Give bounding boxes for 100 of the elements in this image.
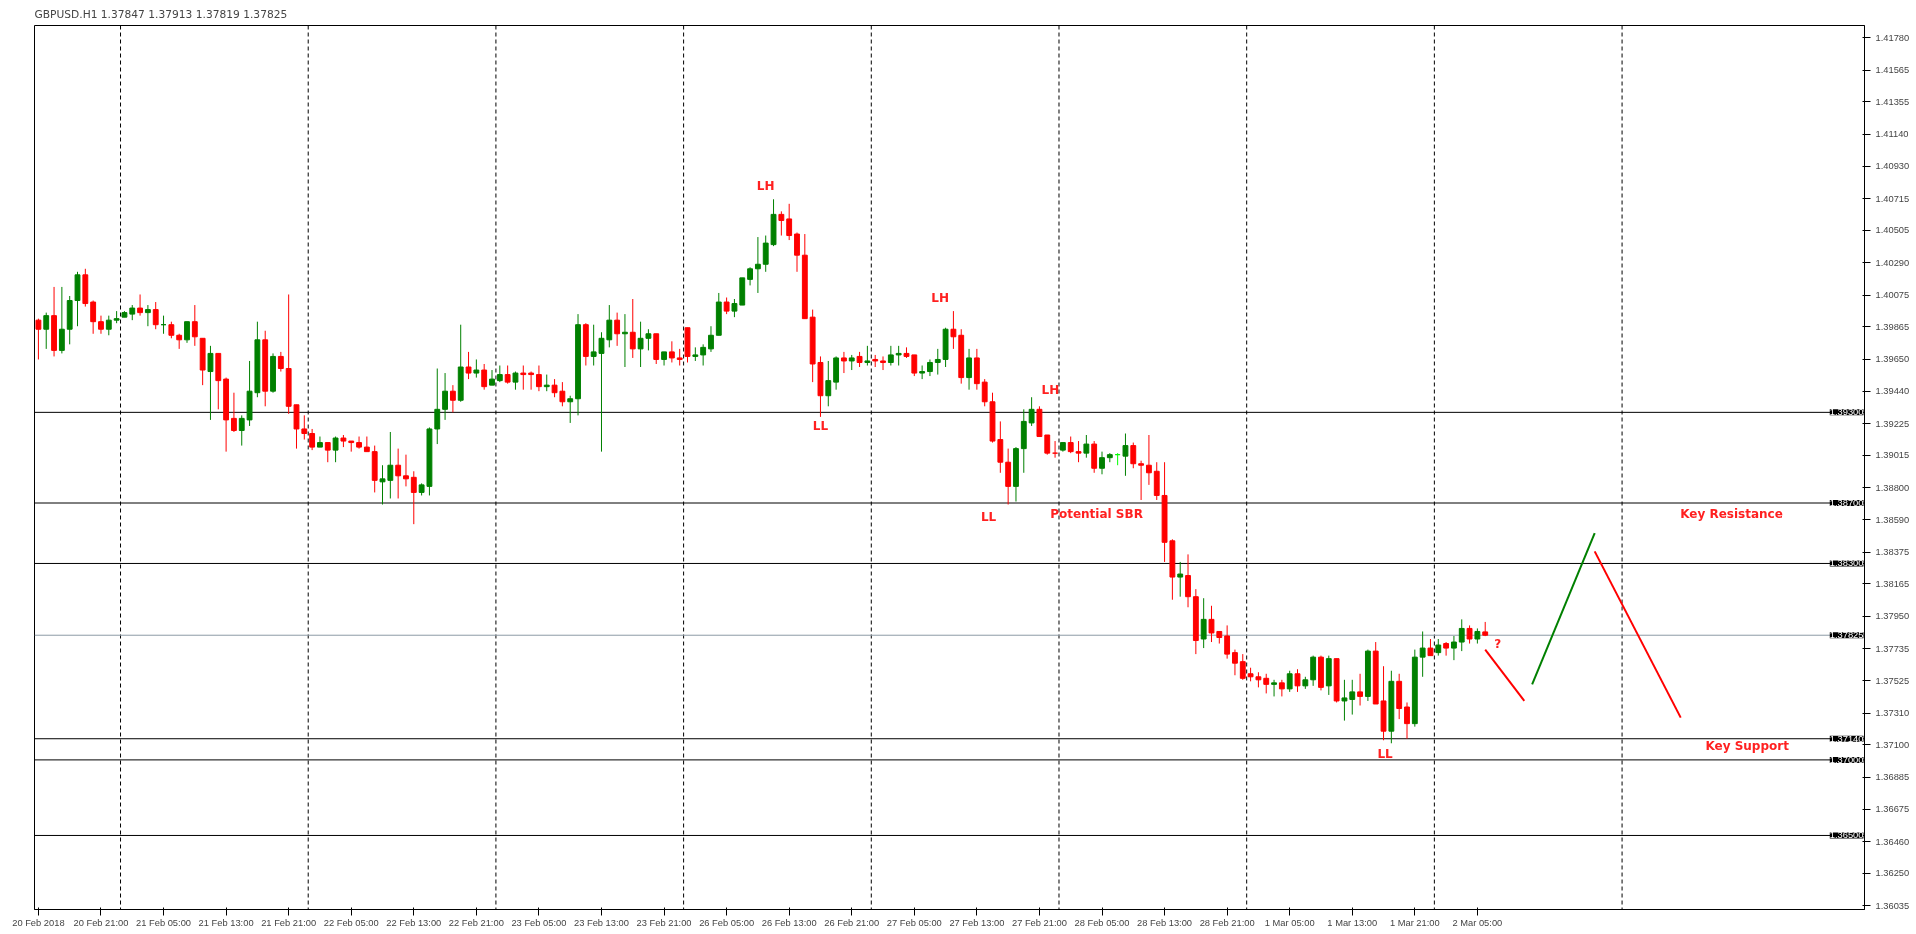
candlestick [668,340,675,363]
candlestick [1130,442,1137,469]
candlestick [332,436,339,463]
y-tick-label: 1.39650 [1875,354,1910,365]
candlestick [35,318,42,360]
candlestick [481,363,488,391]
y-tick-label: 1.36460 [1875,836,1910,847]
y-tick-label: 1.36035 [1875,900,1910,911]
y-tick-label: 1.36885 [1875,772,1910,783]
candlestick [1099,451,1105,475]
x-tick-label: 28 Feb 21:00 [1199,917,1255,928]
candlestick [137,293,143,317]
chart-title: GBPUSD.H1 1.37847 1.37913 1.37819 1.37825 [34,7,288,21]
candlestick [473,358,480,379]
ref-line-label: 1.38300 [1829,558,1864,569]
candlestick [1357,673,1363,706]
x-tick-label: 1 Mar 13:00 [1327,917,1378,928]
x-tick-label: 26 Feb 13:00 [761,917,817,928]
candlestick [184,321,190,344]
candlestick [191,304,198,347]
y-tick-label: 1.40505 [1875,225,1910,236]
candlestick [950,310,957,350]
candlestick [747,266,753,286]
y-tick-label: 1.37950 [1875,611,1910,622]
ref-line-label: 1.36500 [1829,830,1864,841]
candlestick [301,414,308,441]
candlestick [152,301,159,330]
candlestick [1122,433,1129,477]
y-tick-label: 1.38165 [1875,578,1910,589]
x-tick-label: 20 Feb 21:00 [73,917,129,928]
candlestick [489,369,495,386]
y-tick-label: 1.37735 [1875,643,1910,654]
candlestick [207,345,214,421]
candlestick [1052,440,1058,459]
y-tick-label: 1.41140 [1875,129,1909,140]
ref-line-label: 1.37000 [1829,754,1864,765]
candlestick [1404,701,1410,740]
y-tick-label: 1.41565 [1875,65,1910,76]
candlestick [43,312,50,350]
candlestick [1146,434,1152,486]
y-tick-label: 1.39225 [1875,418,1910,429]
candlestick [536,365,542,392]
x-tick-label: 22 Feb 13:00 [386,917,442,928]
y-tick-label: 1.37100 [1875,739,1910,750]
candlestick [981,378,988,407]
x-tick-label: 27 Feb 05:00 [886,917,942,928]
x-tick-label: 28 Feb 13:00 [1137,917,1193,928]
x-tick-label: 23 Feb 05:00 [511,917,567,928]
candlestick [614,312,621,347]
candlestick [1239,653,1246,681]
y-tick-label: 1.40290 [1875,257,1910,268]
annotation: LL [1377,746,1394,761]
y-tick-label: 1.37525 [1875,675,1910,686]
annotation: Potential SBR [1050,506,1143,521]
candlestick [1028,396,1035,427]
candlestick [794,232,800,273]
candlestick [309,428,316,451]
annotation: LH [756,178,775,193]
candlestick [1200,597,1207,649]
candlestick [700,343,707,366]
x-tick-label: 26 Feb 21:00 [824,917,880,928]
x-tick-label: 21 Feb 13:00 [198,917,254,928]
candlestick [880,355,886,371]
y-tick-label: 1.36675 [1875,804,1910,815]
candlestick [1271,679,1277,697]
annotation: LH [1041,382,1060,397]
x-tick-label: 2 Mar 05:00 [1452,917,1503,928]
ref-line-label: 1.37140 [1829,733,1864,744]
candlestick [363,436,370,453]
candlestick [919,365,926,380]
candlestick [442,372,448,421]
ref-line-label: 1.38700 [1829,498,1864,509]
candlestick [1419,630,1426,678]
x-tick-label: 23 Feb 13:00 [574,917,629,928]
x-tick-label: 22 Feb 21:00 [448,917,504,928]
candlestick [1083,434,1090,459]
y-tick-label: 1.41355 [1875,96,1910,107]
y-tick-label: 1.40715 [1875,193,1910,204]
candlestick [1294,668,1301,693]
annotation: Key Support [1705,739,1790,754]
x-tick-label: 20 Feb 2018 [12,917,65,928]
candlestick [887,345,894,366]
candlestick [395,448,402,499]
candlestick [58,286,65,354]
candlestick [410,470,417,525]
candlestick [356,436,362,450]
x-tick-label: 28 Feb 05:00 [1074,917,1130,928]
candlestick [1232,649,1238,676]
y-tick-label: 1.38800 [1875,482,1910,493]
candlestick [144,304,151,327]
candlestick [1177,561,1184,598]
candlestick [1224,624,1231,660]
x-tick-label: 27 Feb 13:00 [949,917,1005,928]
candlestick [708,325,714,353]
x-tick-label: 1 Mar 21:00 [1389,917,1440,928]
candlestick [1458,618,1465,652]
candlestick [1466,624,1473,645]
candlestick [403,454,409,487]
y-tick-label: 1.39440 [1875,386,1910,397]
x-tick-label: 22 Feb 05:00 [323,917,379,928]
